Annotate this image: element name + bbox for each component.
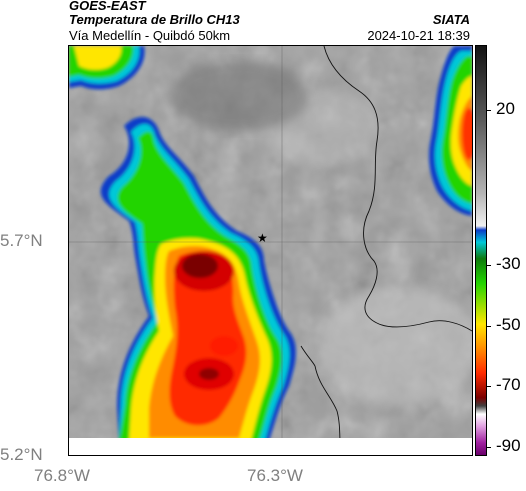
contour-cold-core: [199, 368, 219, 380]
y-tick-5-2N: 5.2°N: [0, 445, 43, 464]
location-label: Vía Medellín - Quibdó 50km: [69, 28, 231, 43]
organization-label: SIATA: [432, 12, 470, 27]
colorbar-tick: [486, 447, 491, 448]
colorbar-label: 20: [496, 99, 515, 118]
colorbar-label: -30: [496, 254, 521, 273]
main-convective-cell: [100, 116, 296, 442]
boundary-line: [323, 46, 472, 332]
contour-red: [462, 108, 472, 160]
location-marker[interactable]: ★: [257, 231, 268, 245]
y-tick-5-7N: 5.7°N: [0, 231, 43, 250]
gray-dark-patch: [169, 61, 309, 131]
top-left-cell: [69, 46, 145, 90]
contour-cold-core: [182, 254, 218, 278]
colorbar-label: -70: [496, 375, 521, 394]
colorbar-tick: [486, 386, 491, 387]
product-title: Temperatura de Brillo CH13: [69, 12, 240, 27]
colorbar-tick: [486, 110, 491, 111]
colorbar-tick: [486, 326, 491, 327]
x-tick-76-8W: 76.8°W: [34, 466, 90, 485]
satellite-title: GOES-EAST: [69, 0, 146, 13]
boundary-line: [300, 345, 316, 367]
colorbar-gradient: [476, 46, 486, 455]
colorbar-label: -90: [496, 436, 521, 455]
map-canvas: [69, 46, 472, 455]
temperature-colorbar: [475, 45, 487, 456]
colorbar-tick: [486, 265, 491, 266]
gray-light-patch: [319, 286, 472, 406]
contour-deep-red: [210, 336, 238, 356]
contour-yellow: [74, 46, 122, 70]
no-data-strip: [69, 438, 472, 455]
right-edge-cell: [429, 46, 472, 216]
datetime-label: 2024-10-21 18:39: [367, 28, 470, 43]
colorbar-label: -50: [496, 315, 521, 334]
brightness-temperature-map[interactable]: ★: [68, 45, 473, 456]
x-tick-76-3W: 76.3°W: [247, 466, 303, 485]
